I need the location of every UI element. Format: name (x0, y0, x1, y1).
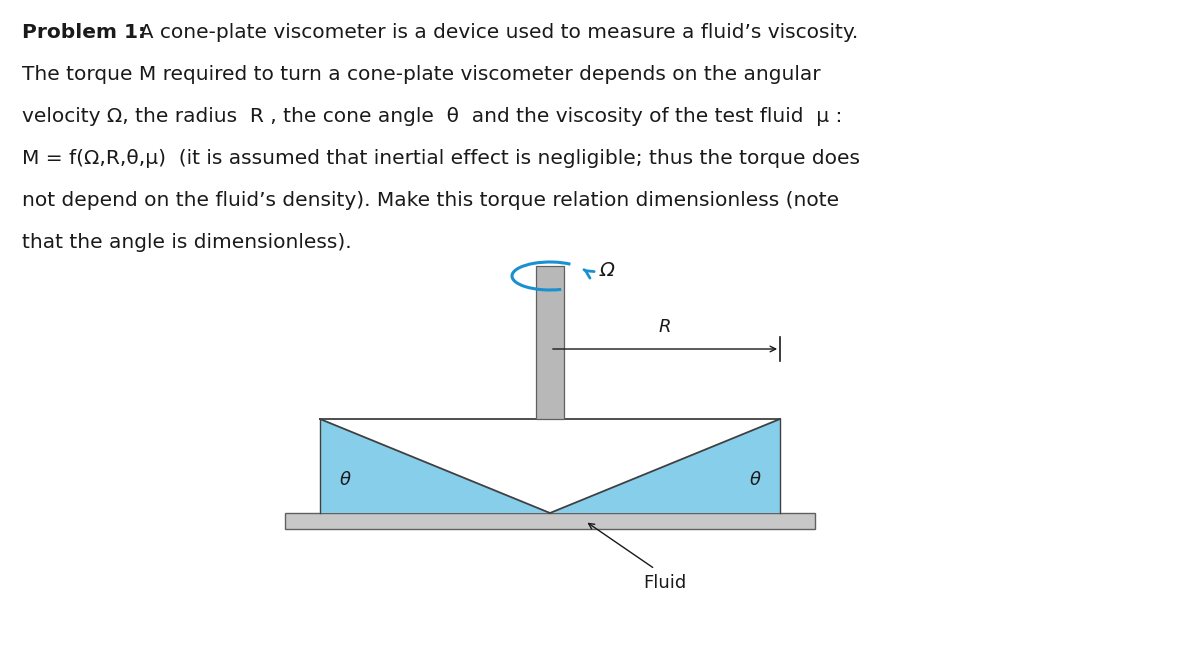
Text: θ: θ (340, 471, 350, 489)
Text: that the angle is dimensionless).: that the angle is dimensionless). (22, 233, 352, 252)
Text: Ω: Ω (600, 260, 614, 280)
Bar (320, 419, 780, 513)
Text: θ: θ (750, 471, 761, 489)
Text: Fluid: Fluid (643, 574, 686, 592)
Polygon shape (320, 419, 780, 513)
Text: velocity Ω, the radius  R , the cone angle  θ  and the viscosity of the test flu: velocity Ω, the radius R , the cone angl… (22, 107, 842, 126)
Text: Problem 1:: Problem 1: (22, 23, 146, 42)
Text: The torque M required to turn a cone-plate viscometer depends on the angular: The torque M required to turn a cone-pla… (22, 65, 821, 84)
Text: R: R (659, 318, 671, 336)
Text: not depend on the fluid’s density). Make this torque relation dimensionless (not: not depend on the fluid’s density). Make… (22, 191, 839, 210)
Bar (536, 266, 564, 419)
FancyBboxPatch shape (286, 513, 815, 529)
Text: M = f(Ω,R,θ,μ)  (it is assumed that inertial effect is negligible; thus the torq: M = f(Ω,R,θ,μ) (it is assumed that inert… (22, 149, 860, 168)
Text: A cone-plate viscometer is a device used to measure a fluid’s viscosity.: A cone-plate viscometer is a device used… (127, 23, 858, 42)
